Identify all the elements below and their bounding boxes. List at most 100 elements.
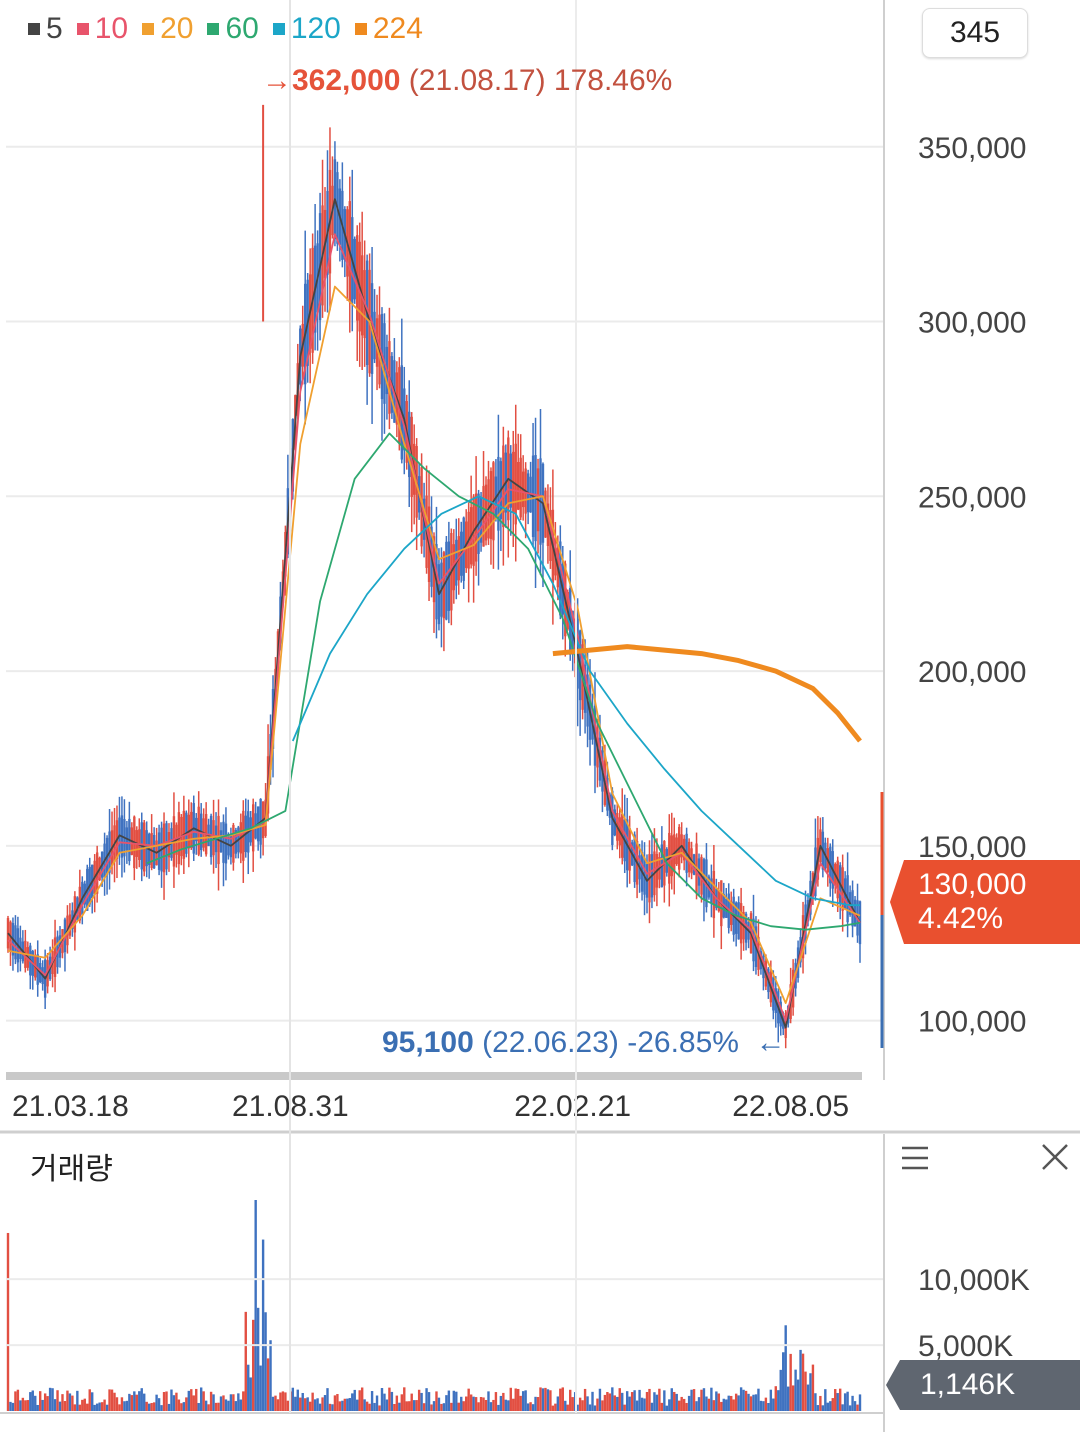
volume-bar	[81, 1399, 84, 1411]
volume-bar	[796, 1379, 800, 1411]
volume-bar	[390, 1391, 394, 1411]
legend-label: 20	[160, 12, 194, 45]
legend-item-224[interactable]: 224	[354, 12, 423, 46]
legend-item-5[interactable]: 5	[28, 12, 63, 46]
low-price-value: 95,100	[382, 1026, 474, 1059]
current-volume-tag: 1,146K	[886, 1360, 1080, 1410]
volume-axis: 10,000K 5,000K	[6, 1264, 1030, 1363]
volume-bar	[509, 1387, 512, 1411]
volume-bar	[175, 1392, 178, 1411]
volume-bar	[212, 1394, 215, 1411]
high-price-pct: 178.46%	[553, 64, 673, 97]
volume-bar	[779, 1369, 782, 1411]
volume-bar	[697, 1397, 701, 1411]
ma-line-120	[291, 495, 860, 907]
volume-bar	[304, 1398, 307, 1411]
volume-tick-label: 10,000K	[918, 1264, 1030, 1297]
legend-item-10[interactable]: 10	[76, 12, 129, 46]
volume-bar	[643, 1398, 646, 1411]
volume-bar	[727, 1395, 730, 1411]
volume-bar	[393, 1404, 396, 1411]
volume-bar	[385, 1399, 389, 1411]
date-tick-label: 22.02.21	[514, 1090, 631, 1123]
volume-bar	[588, 1404, 592, 1411]
volume-bar	[578, 1397, 582, 1411]
moving-average-lines	[7, 198, 862, 1029]
volume-bar	[358, 1390, 361, 1411]
legend-item-60[interactable]: 60	[207, 12, 259, 46]
high-price-marker: →362,000 (21.08.17) 178.46%	[262, 64, 672, 98]
volume-bar	[128, 1393, 131, 1411]
volume-bar	[648, 1388, 651, 1411]
volume-bar	[88, 1389, 91, 1411]
volume-bar	[690, 1389, 693, 1411]
volume-bar	[368, 1403, 371, 1411]
volume-bar	[445, 1395, 448, 1411]
volume-bar	[583, 1388, 587, 1411]
volume-bar	[687, 1395, 691, 1411]
volume-bar	[21, 1397, 25, 1411]
volume-bar	[105, 1404, 109, 1411]
volume-bar	[31, 1390, 34, 1411]
volume-bar	[202, 1391, 205, 1411]
period-selector[interactable]: 345	[922, 8, 1028, 58]
volume-bar	[269, 1340, 272, 1411]
volume-bar	[145, 1401, 148, 1411]
volume-bar	[135, 1394, 138, 1411]
volume-bar	[450, 1402, 453, 1411]
volume-bar	[56, 1390, 59, 1411]
volume-bar	[91, 1392, 94, 1411]
volume-bar	[569, 1389, 572, 1411]
volume-bar	[603, 1394, 607, 1411]
volume-bar	[554, 1403, 557, 1411]
horizontal-scrollbar[interactable]	[6, 1072, 862, 1080]
volume-bar	[417, 1389, 421, 1411]
volume-bar	[502, 1392, 505, 1411]
volume-bar	[294, 1396, 297, 1411]
volume-bar	[36, 1404, 39, 1411]
volume-bar	[487, 1391, 490, 1411]
volume-bar	[462, 1401, 465, 1411]
legend-label: 60	[225, 12, 259, 45]
price-tick-label: 250,000	[918, 481, 1026, 514]
volume-bar	[742, 1389, 745, 1411]
volume-bar	[254, 1200, 257, 1411]
legend-item-120[interactable]: 120	[272, 12, 341, 46]
volume-bar	[284, 1392, 287, 1411]
ma-line-60	[146, 432, 861, 931]
volume-bar	[581, 1400, 584, 1411]
volume-bar	[66, 1390, 69, 1411]
volume-bar	[730, 1395, 733, 1411]
volume-bar	[484, 1399, 488, 1411]
volume-bar	[281, 1391, 285, 1411]
volume-bar	[323, 1395, 327, 1411]
volume-bar	[326, 1388, 329, 1411]
volume-bar	[601, 1400, 604, 1411]
legend-swatch	[354, 23, 367, 35]
volume-bar	[214, 1402, 218, 1411]
volume-bar	[752, 1394, 755, 1411]
menu-icon[interactable]	[900, 1144, 930, 1172]
volume-bar	[311, 1392, 314, 1411]
volume-bar	[725, 1399, 728, 1411]
volume-bar	[338, 1401, 342, 1411]
volume-bar	[403, 1387, 406, 1411]
volume-bar	[539, 1387, 542, 1411]
legend-item-20[interactable]: 20	[142, 12, 193, 46]
volume-bar	[244, 1311, 247, 1411]
volume-bar	[165, 1391, 168, 1411]
low-price-pct: -26.85%	[627, 1026, 739, 1059]
current-price-tag: 130,000 4.42%	[890, 860, 1080, 944]
volume-bar	[351, 1393, 354, 1411]
volume-bar	[328, 1403, 332, 1411]
volume-bar	[477, 1402, 480, 1411]
close-icon[interactable]	[1040, 1142, 1070, 1172]
legend-label: 10	[94, 12, 129, 45]
volume-bar	[457, 1402, 460, 1411]
volume-bar	[442, 1403, 446, 1411]
price-tick-label: 300,000	[918, 307, 1026, 340]
volume-bar	[120, 1397, 124, 1411]
volume-bar	[172, 1395, 176, 1411]
volume-bar	[524, 1390, 527, 1411]
